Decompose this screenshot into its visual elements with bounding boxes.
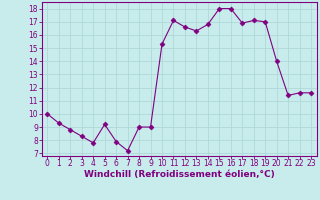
X-axis label: Windchill (Refroidissement éolien,°C): Windchill (Refroidissement éolien,°C) xyxy=(84,170,275,179)
